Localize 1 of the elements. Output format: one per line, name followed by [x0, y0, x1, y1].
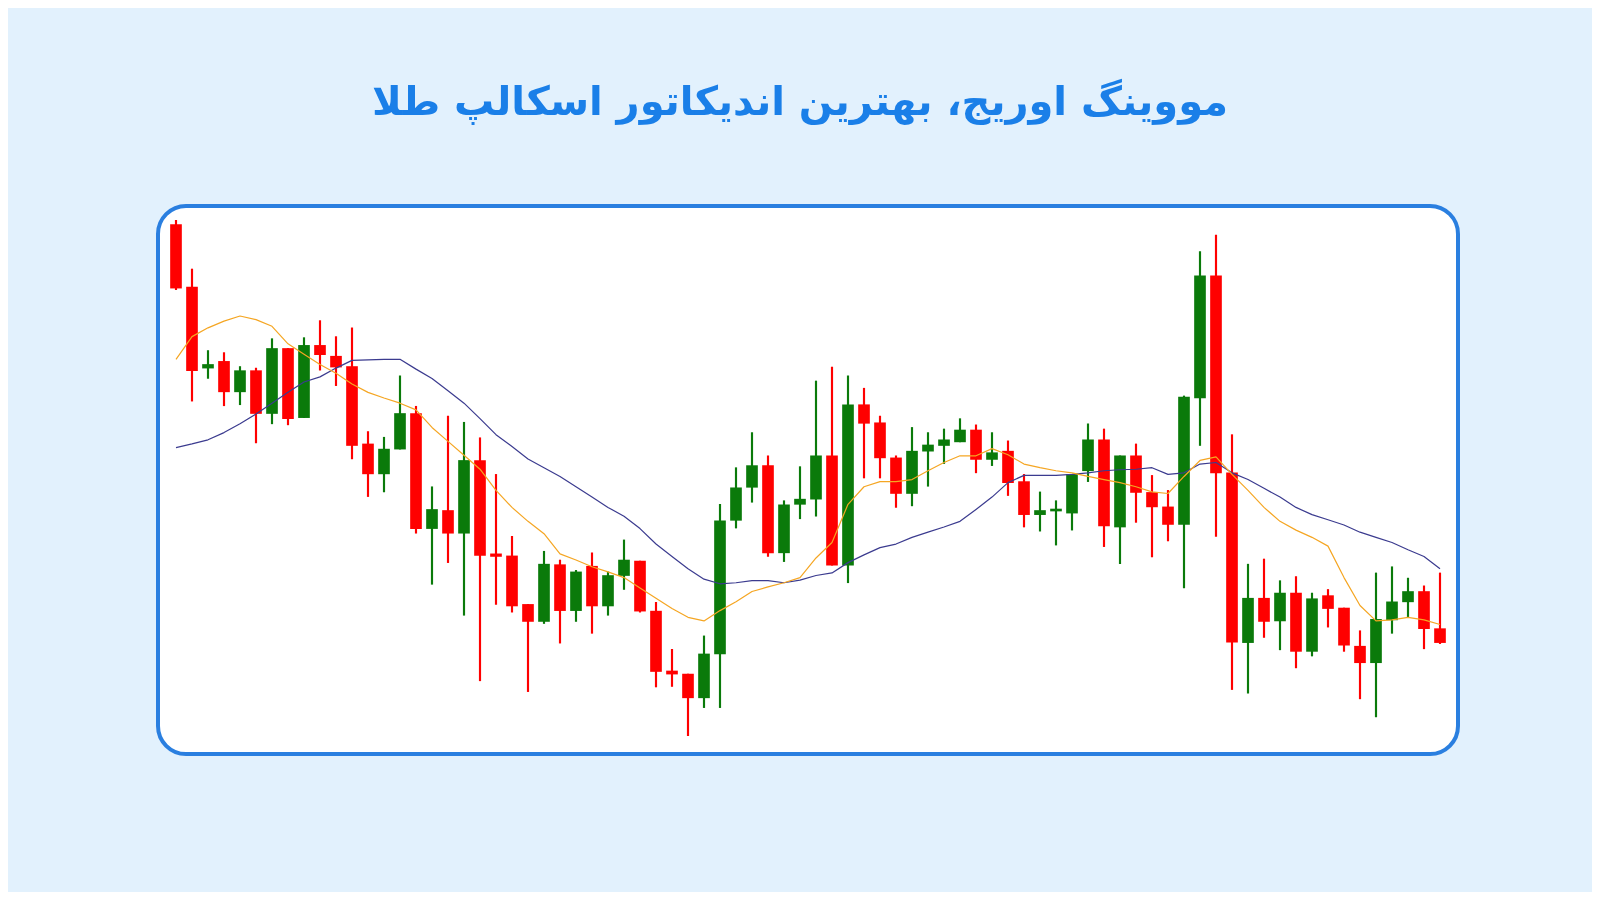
chart-title: مووینگ اوریج، بهترین اندیکاتور اسکالپ طلا — [371, 78, 1229, 124]
